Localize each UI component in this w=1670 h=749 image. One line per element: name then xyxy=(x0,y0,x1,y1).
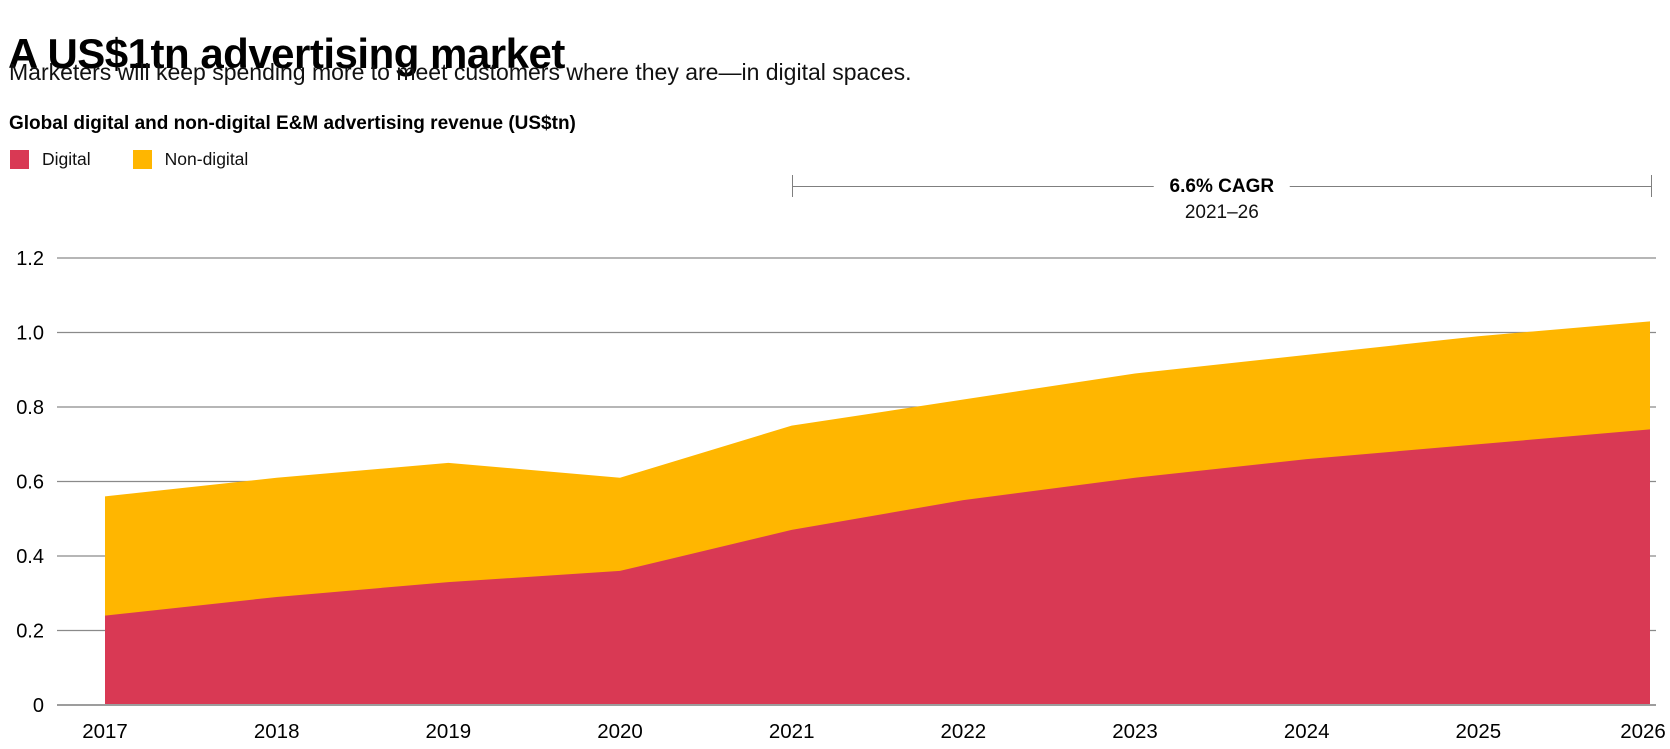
x-axis-tick-2024: 2024 xyxy=(1284,720,1330,743)
legend-item-non-digital: Non-digital xyxy=(132,149,249,170)
x-axis-tick-2020: 2020 xyxy=(597,720,643,743)
y-axis-tick-0.4: 0.4 xyxy=(16,546,44,568)
x-axis-tick-2023: 2023 xyxy=(1112,720,1158,743)
x-axis-tick-2026: 2026 xyxy=(1620,720,1666,743)
digital-area xyxy=(105,429,1650,705)
x-axis-tick-2021: 2021 xyxy=(769,720,815,743)
chart-legend: Digital Non-digital xyxy=(10,149,248,170)
digital-swatch-icon xyxy=(10,150,29,169)
x-axis-tick-2019: 2019 xyxy=(426,720,472,743)
y-axis-tick-1.2: 1.2 xyxy=(16,248,44,270)
cagr-bracket: 6.6% CAGR 2021–26 xyxy=(791,175,1652,245)
y-axis-tick-0.6: 0.6 xyxy=(16,472,44,494)
cagr-bracket-right-tick xyxy=(1650,175,1652,197)
chart-title: Global digital and non-digital E&M adver… xyxy=(9,113,576,134)
cagr-sublabel: 2021–26 xyxy=(1184,202,1259,223)
y-axis-tick-0: 0 xyxy=(33,695,44,717)
stacked-area-chart: 0 0.2 0.4 0.6 0.8 1.0 1.2 2017 2018 2019 2020 2021 2… xyxy=(16,248,1666,743)
legend-item-digital: Digital xyxy=(10,149,91,170)
x-axis-tick-2022: 2022 xyxy=(941,720,987,743)
x-axis-tick-2025: 2025 xyxy=(1456,720,1502,743)
y-axis-tick-0.2: 0.2 xyxy=(16,621,44,643)
cagr-label: 6.6% CAGR xyxy=(1153,176,1291,198)
y-axis-tick-0.8: 0.8 xyxy=(16,397,44,419)
legend-label-digital: Digital xyxy=(42,149,91,169)
page-title: A US$1tn advertising market xyxy=(8,30,565,78)
non-digital-swatch-icon xyxy=(132,150,152,169)
page-subtitle: Marketers will keep spending more to mee… xyxy=(9,59,912,85)
legend-label-non-digital: Non-digital xyxy=(164,149,249,169)
x-axis-tick-2018: 2018 xyxy=(254,720,300,743)
cagr-bracket-left-tick xyxy=(791,175,793,197)
x-axis-tick-2017: 2017 xyxy=(82,720,128,743)
y-axis-tick-1.0: 1.0 xyxy=(16,323,44,345)
